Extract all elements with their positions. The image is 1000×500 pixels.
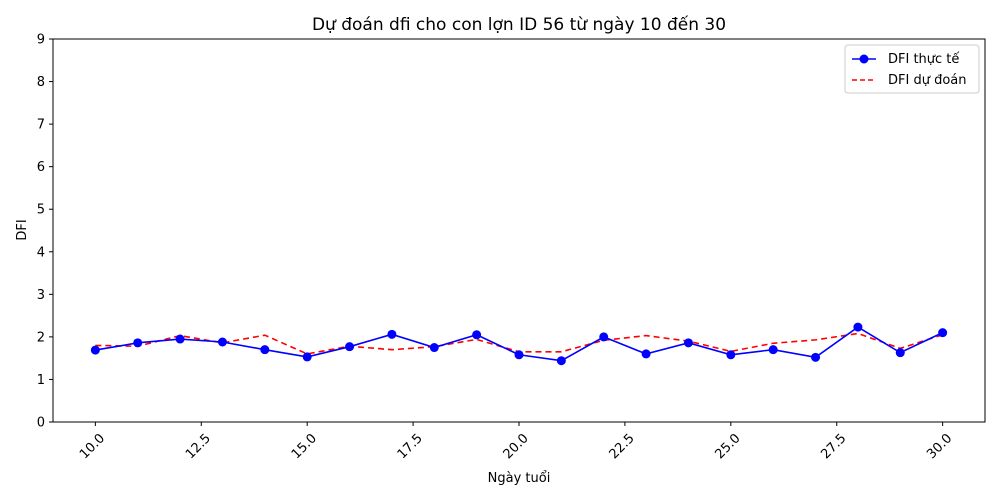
- data-point-actual: [345, 342, 355, 352]
- data-point-actual: [260, 345, 270, 355]
- data-point-actual: [726, 350, 736, 360]
- x-tick-label: 17.5: [395, 431, 426, 462]
- x-tick-label: 22.5: [607, 431, 638, 462]
- data-point-actual: [641, 349, 651, 359]
- series-layer: [90, 322, 948, 366]
- y-tick-label: 7: [37, 118, 45, 133]
- y-tick-label: 3: [37, 288, 45, 303]
- x-tick-label: 20.0: [501, 431, 532, 462]
- data-point-actual: [175, 334, 185, 344]
- data-point-actual: [90, 345, 100, 355]
- x-axis-label: Ngày tuổi: [488, 471, 551, 486]
- x-tick-label: 27.5: [818, 431, 849, 462]
- legend-marker-actual: [859, 54, 869, 64]
- x-tick-label: 30.0: [924, 431, 955, 462]
- y-tick-label: 1: [37, 373, 45, 388]
- chart-title: Dự đoán dfi cho con lợn ID 56 từ ngày 10…: [312, 14, 726, 35]
- data-point-actual: [472, 330, 482, 340]
- x-tick-label: 25.0: [712, 431, 743, 462]
- legend-box: [844, 44, 980, 94]
- y-tick-label: 9: [37, 33, 45, 48]
- data-point-actual: [811, 352, 821, 362]
- data-point-actual: [514, 350, 524, 360]
- data-point-actual: [387, 329, 397, 339]
- x-tick-label: 10.0: [77, 431, 108, 462]
- legend: DFI thực tế DFI dự đoán: [844, 44, 980, 94]
- data-point-actual: [599, 332, 609, 342]
- y-tick-label: 0: [37, 416, 45, 431]
- data-point-actual: [429, 343, 439, 353]
- data-point-actual: [556, 356, 566, 366]
- data-point-actual: [133, 338, 143, 348]
- y-tick-label: 6: [37, 160, 45, 175]
- legend-label-actual: DFI thực tế: [888, 52, 959, 67]
- y-axis-label: DFI: [15, 219, 30, 240]
- data-point-actual: [853, 322, 863, 332]
- y-tick-label: 2: [37, 330, 45, 345]
- y-tick-label: 8: [37, 75, 45, 90]
- y-tick-label: 5: [37, 203, 45, 218]
- data-point-actual: [938, 328, 948, 338]
- data-point-actual: [217, 337, 227, 347]
- data-point-actual: [768, 345, 778, 355]
- x-tick-label: 15.0: [289, 431, 320, 462]
- data-point-actual: [683, 338, 693, 348]
- legend-label-predicted: DFI dự đoán: [888, 73, 967, 88]
- plot-frame: [52, 38, 986, 423]
- data-point-actual: [302, 352, 312, 362]
- y-axis: 0 1 2 3 4 5 6 7 8 9: [37, 33, 53, 431]
- data-point-actual: [895, 348, 905, 358]
- x-axis: 10.0 12.5 15.0 17.5 20.0 22.5 25.0 27.5 30.0: [77, 422, 955, 462]
- x-tick-label: 12.5: [183, 431, 214, 462]
- y-tick-label: 4: [37, 245, 45, 260]
